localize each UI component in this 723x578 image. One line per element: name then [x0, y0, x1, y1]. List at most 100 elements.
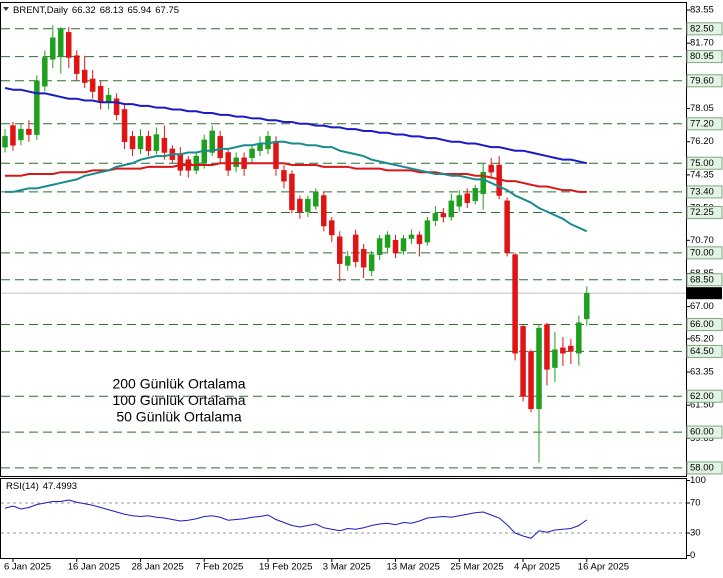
candle-body: [193, 155, 200, 171]
level-label-box: [686, 461, 723, 475]
candle-body: [66, 32, 72, 58]
candle-body: [528, 351, 534, 410]
x-tick-label: 25 Mar 2025: [450, 562, 503, 573]
level-label-box: [686, 22, 723, 36]
candle-body: [225, 152, 231, 171]
candle-body: [129, 136, 136, 150]
x-tick-label: 16 Jan 2025: [68, 562, 120, 573]
candle-body: [544, 324, 550, 370]
candle-body: [34, 80, 40, 135]
ohlc-low: 65.94: [127, 5, 151, 16]
level-label-box: [686, 206, 723, 220]
level-label: 60.00: [690, 427, 714, 438]
candle-body: [472, 188, 478, 202]
level-label-box: [686, 425, 723, 439]
y-tick-label: 78.05: [690, 103, 714, 114]
rsi-value: 47.4993: [43, 481, 77, 492]
level-label: 82.50: [690, 23, 714, 34]
candle-body: [2, 136, 8, 148]
candle-body: [504, 200, 510, 254]
level-label-box: [686, 344, 723, 358]
candle-body: [42, 57, 48, 87]
candle-body: [305, 198, 311, 212]
candle-body: [416, 234, 423, 245]
candle-body: [480, 171, 486, 194]
x-tick-label: 4 Apr 2025: [514, 562, 560, 573]
legend-entry: 200 Günlük Ortalama: [112, 376, 245, 392]
level-label: 75.00: [690, 158, 714, 169]
candle-body: [153, 134, 160, 151]
candle-body: [18, 128, 24, 141]
y-tick-label: 61.50: [690, 400, 714, 411]
rsi-header: RSI(14) 47.4993: [6, 481, 77, 492]
level-label: 66.00: [690, 319, 714, 330]
level-label-box: [686, 156, 723, 170]
rsi-frame: [0, 478, 687, 559]
candle-body: [297, 198, 303, 212]
candle-body: [26, 128, 32, 135]
ohlc-open: 66.32: [72, 5, 96, 16]
level-label-box: [686, 389, 723, 403]
level-label-box: [686, 273, 723, 287]
y-tick-label: 74.35: [690, 169, 714, 180]
candle-body: [368, 254, 375, 272]
candle-body: [73, 55, 80, 74]
candle-body: [161, 137, 168, 153]
y-tick-label: 65.20: [690, 333, 714, 344]
moving-average: [4, 86, 588, 165]
candle-body: [209, 130, 215, 153]
ohlc-close: 67.75: [155, 5, 179, 16]
current-price-box: [687, 287, 722, 300]
y-tick-label: 0: [690, 550, 695, 561]
candle-body: [336, 236, 343, 264]
candle-body: [289, 173, 295, 211]
y-tick-label: 30: [690, 528, 701, 539]
x-tick-label: 28 Jan 2025: [131, 562, 183, 573]
candle-body: [464, 193, 471, 203]
moving-average: [5, 140, 588, 233]
x-tick-label: 3 Mar 2025: [323, 562, 371, 573]
candle-body: [552, 349, 558, 368]
symbol-title: BRENT,Daily: [13, 5, 68, 16]
x-tick-label: 7 Feb 2025: [195, 562, 243, 573]
candle-body: [249, 148, 255, 159]
level-label: 58.00: [690, 462, 714, 473]
level-label-box: [686, 318, 723, 332]
candle-body: [568, 345, 574, 352]
candle-body: [384, 234, 391, 248]
moving-average: [5, 162, 587, 193]
candle-body: [360, 249, 367, 268]
candle-body: [392, 240, 399, 254]
x-tick-label: 6 Jan 2025: [4, 562, 51, 573]
level-label: 72.25: [690, 207, 714, 218]
candle-body: [344, 256, 351, 266]
candle-body: [313, 191, 319, 207]
candle-body: [58, 28, 64, 56]
level-label: 77.20: [690, 118, 714, 129]
level-label-box: [686, 74, 723, 88]
candle-body: [376, 238, 383, 255]
candle-body: [281, 170, 287, 182]
legend-entry: 50 Günlük Ortalama: [116, 409, 241, 425]
y-tick-label: 81.70: [690, 38, 714, 49]
candle-body: [273, 141, 279, 169]
candle-body: [520, 326, 526, 397]
chart-header: BRENT,Daily 66.32 68.13 65.94 67.75: [13, 5, 179, 16]
current-price-label: 67.75: [690, 288, 714, 299]
candle-body: [113, 98, 120, 116]
candle-body: [488, 164, 494, 173]
candle-body: [560, 347, 566, 354]
x-tick-label: 16 Apr 2025: [578, 562, 629, 573]
y-tick-label: 67.00: [690, 301, 714, 312]
level-label: 64.50: [690, 346, 714, 357]
candle-body: [145, 136, 152, 151]
level-label: 70.00: [690, 247, 714, 258]
level-label: 79.60: [690, 75, 714, 86]
rsi-line: [4, 499, 588, 539]
level-label-box: [686, 50, 723, 64]
candle-body: [177, 154, 184, 171]
candle-body: [217, 136, 223, 159]
header-icon: [3, 7, 9, 11]
